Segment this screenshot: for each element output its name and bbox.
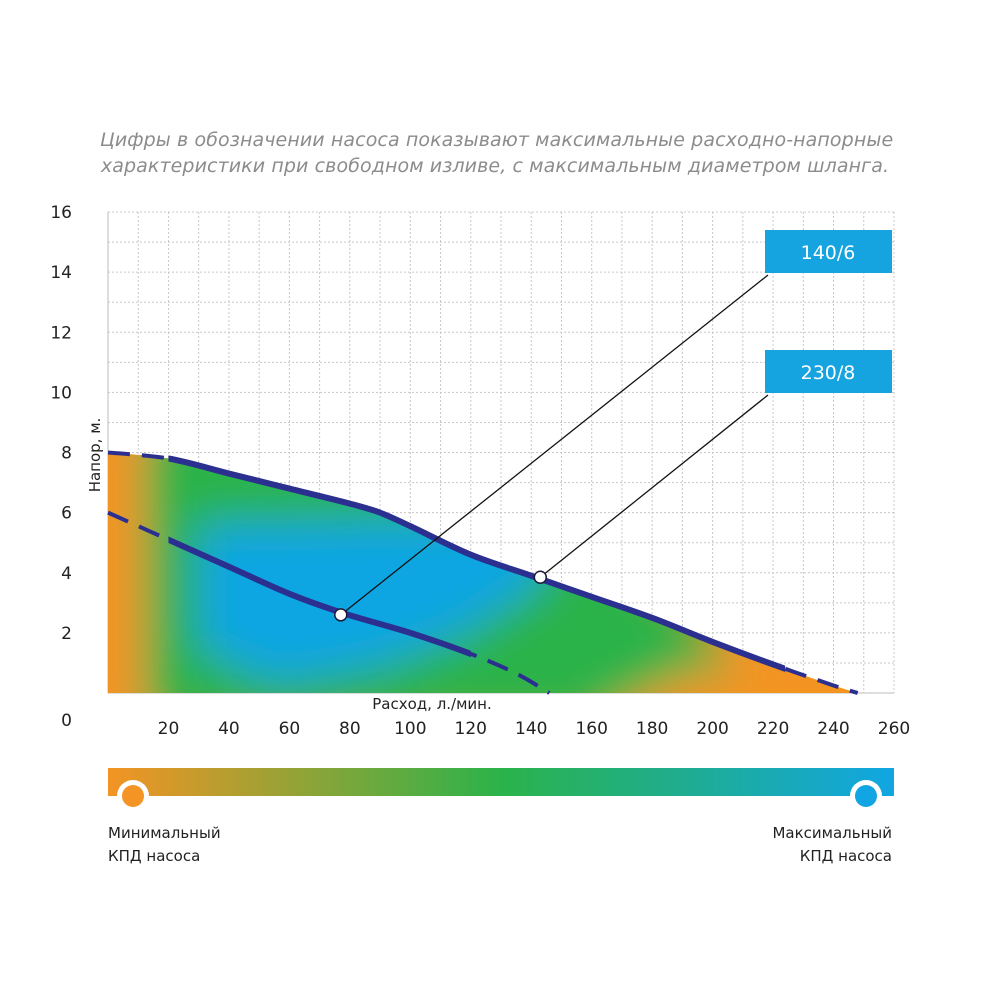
- x-tick-label: 120: [455, 719, 487, 739]
- x-tick-label: 40: [218, 719, 240, 739]
- efficiency-legend-bar: [108, 768, 894, 812]
- fill-zone-high: [198, 518, 547, 684]
- curve-marker-140-6: [334, 608, 348, 622]
- pump-tag-230-8: 230/8: [765, 350, 892, 393]
- y-tick-label: 16: [50, 203, 72, 223]
- x-tick-label: 180: [636, 719, 668, 739]
- leader-line-140-6: [340, 274, 769, 616]
- efficiency-gradient-bar: [108, 768, 894, 796]
- pump-tag-140-6: 140/6: [765, 230, 892, 273]
- caption-line-1: Цифры в обозначении насоса показывают ма…: [100, 129, 894, 151]
- x-tick-label: 60: [279, 719, 301, 739]
- leader-lines: [340, 274, 769, 616]
- min-efficiency-dot: [122, 785, 144, 807]
- y-tick-label: 8: [61, 444, 72, 464]
- curve-solid-230-8: [168, 455, 786, 672]
- x-tick-label: 260: [878, 719, 910, 739]
- min-efficiency-label-line-2: КПД насоса: [108, 847, 201, 865]
- chart-caption: Цифры в обозначении насоса показывают ма…: [100, 127, 894, 179]
- y-tick-label: 0: [61, 711, 72, 731]
- max-efficiency-label-line-2: КПД насоса: [799, 847, 892, 865]
- max-efficiency-label: Максимальный КПД насоса: [772, 822, 892, 868]
- pump-tag-label: 230/8: [801, 362, 856, 384]
- x-tick-label: 240: [817, 719, 849, 739]
- pump-model-tags: 230/8 140/6: [765, 230, 892, 393]
- x-axis-label: Расход, л./мин.: [372, 695, 492, 713]
- min-efficiency-label-line-1: Минимальный: [108, 824, 221, 842]
- max-efficiency-dot: [855, 785, 877, 807]
- x-tick-label: 200: [696, 719, 728, 739]
- y-tick-label: 2: [61, 624, 72, 644]
- y-tick-label: 10: [50, 383, 72, 403]
- y-axis-label: Напор, м.: [86, 418, 104, 493]
- y-axis-ticks: 0 2 4 6 8 10 12 14 16: [50, 203, 72, 731]
- y-tick-label: 12: [50, 323, 72, 343]
- min-efficiency-label: Минимальный КПД насоса: [108, 822, 221, 868]
- y-tick-label: 6: [61, 504, 72, 524]
- leader-line-230-8: [539, 394, 769, 578]
- x-tick-label: 160: [575, 719, 607, 739]
- curve-markers: [334, 570, 548, 622]
- caption-line-2: характеристики при свободном изливе, с м…: [100, 155, 890, 177]
- x-axis-ticks: 20 40 60 80 100 120 140 160 180 200 220 240 260: [158, 719, 911, 739]
- pump-tag-label: 140/6: [801, 242, 856, 264]
- pump-tag-box: [765, 350, 892, 393]
- x-tick-label: 220: [757, 719, 789, 739]
- fill-zone-low-left: [108, 452, 139, 693]
- x-tick-label: 100: [394, 719, 426, 739]
- x-tick-label: 140: [515, 719, 547, 739]
- y-tick-label: 14: [50, 263, 72, 283]
- curve-marker-230-8: [533, 570, 548, 585]
- x-tick-label: 20: [158, 719, 180, 739]
- y-tick-label: 4: [61, 564, 72, 584]
- pump-tag-box: [765, 230, 892, 273]
- max-efficiency-label-line-1: Максимальный: [772, 824, 892, 842]
- x-tick-label: 80: [339, 719, 361, 739]
